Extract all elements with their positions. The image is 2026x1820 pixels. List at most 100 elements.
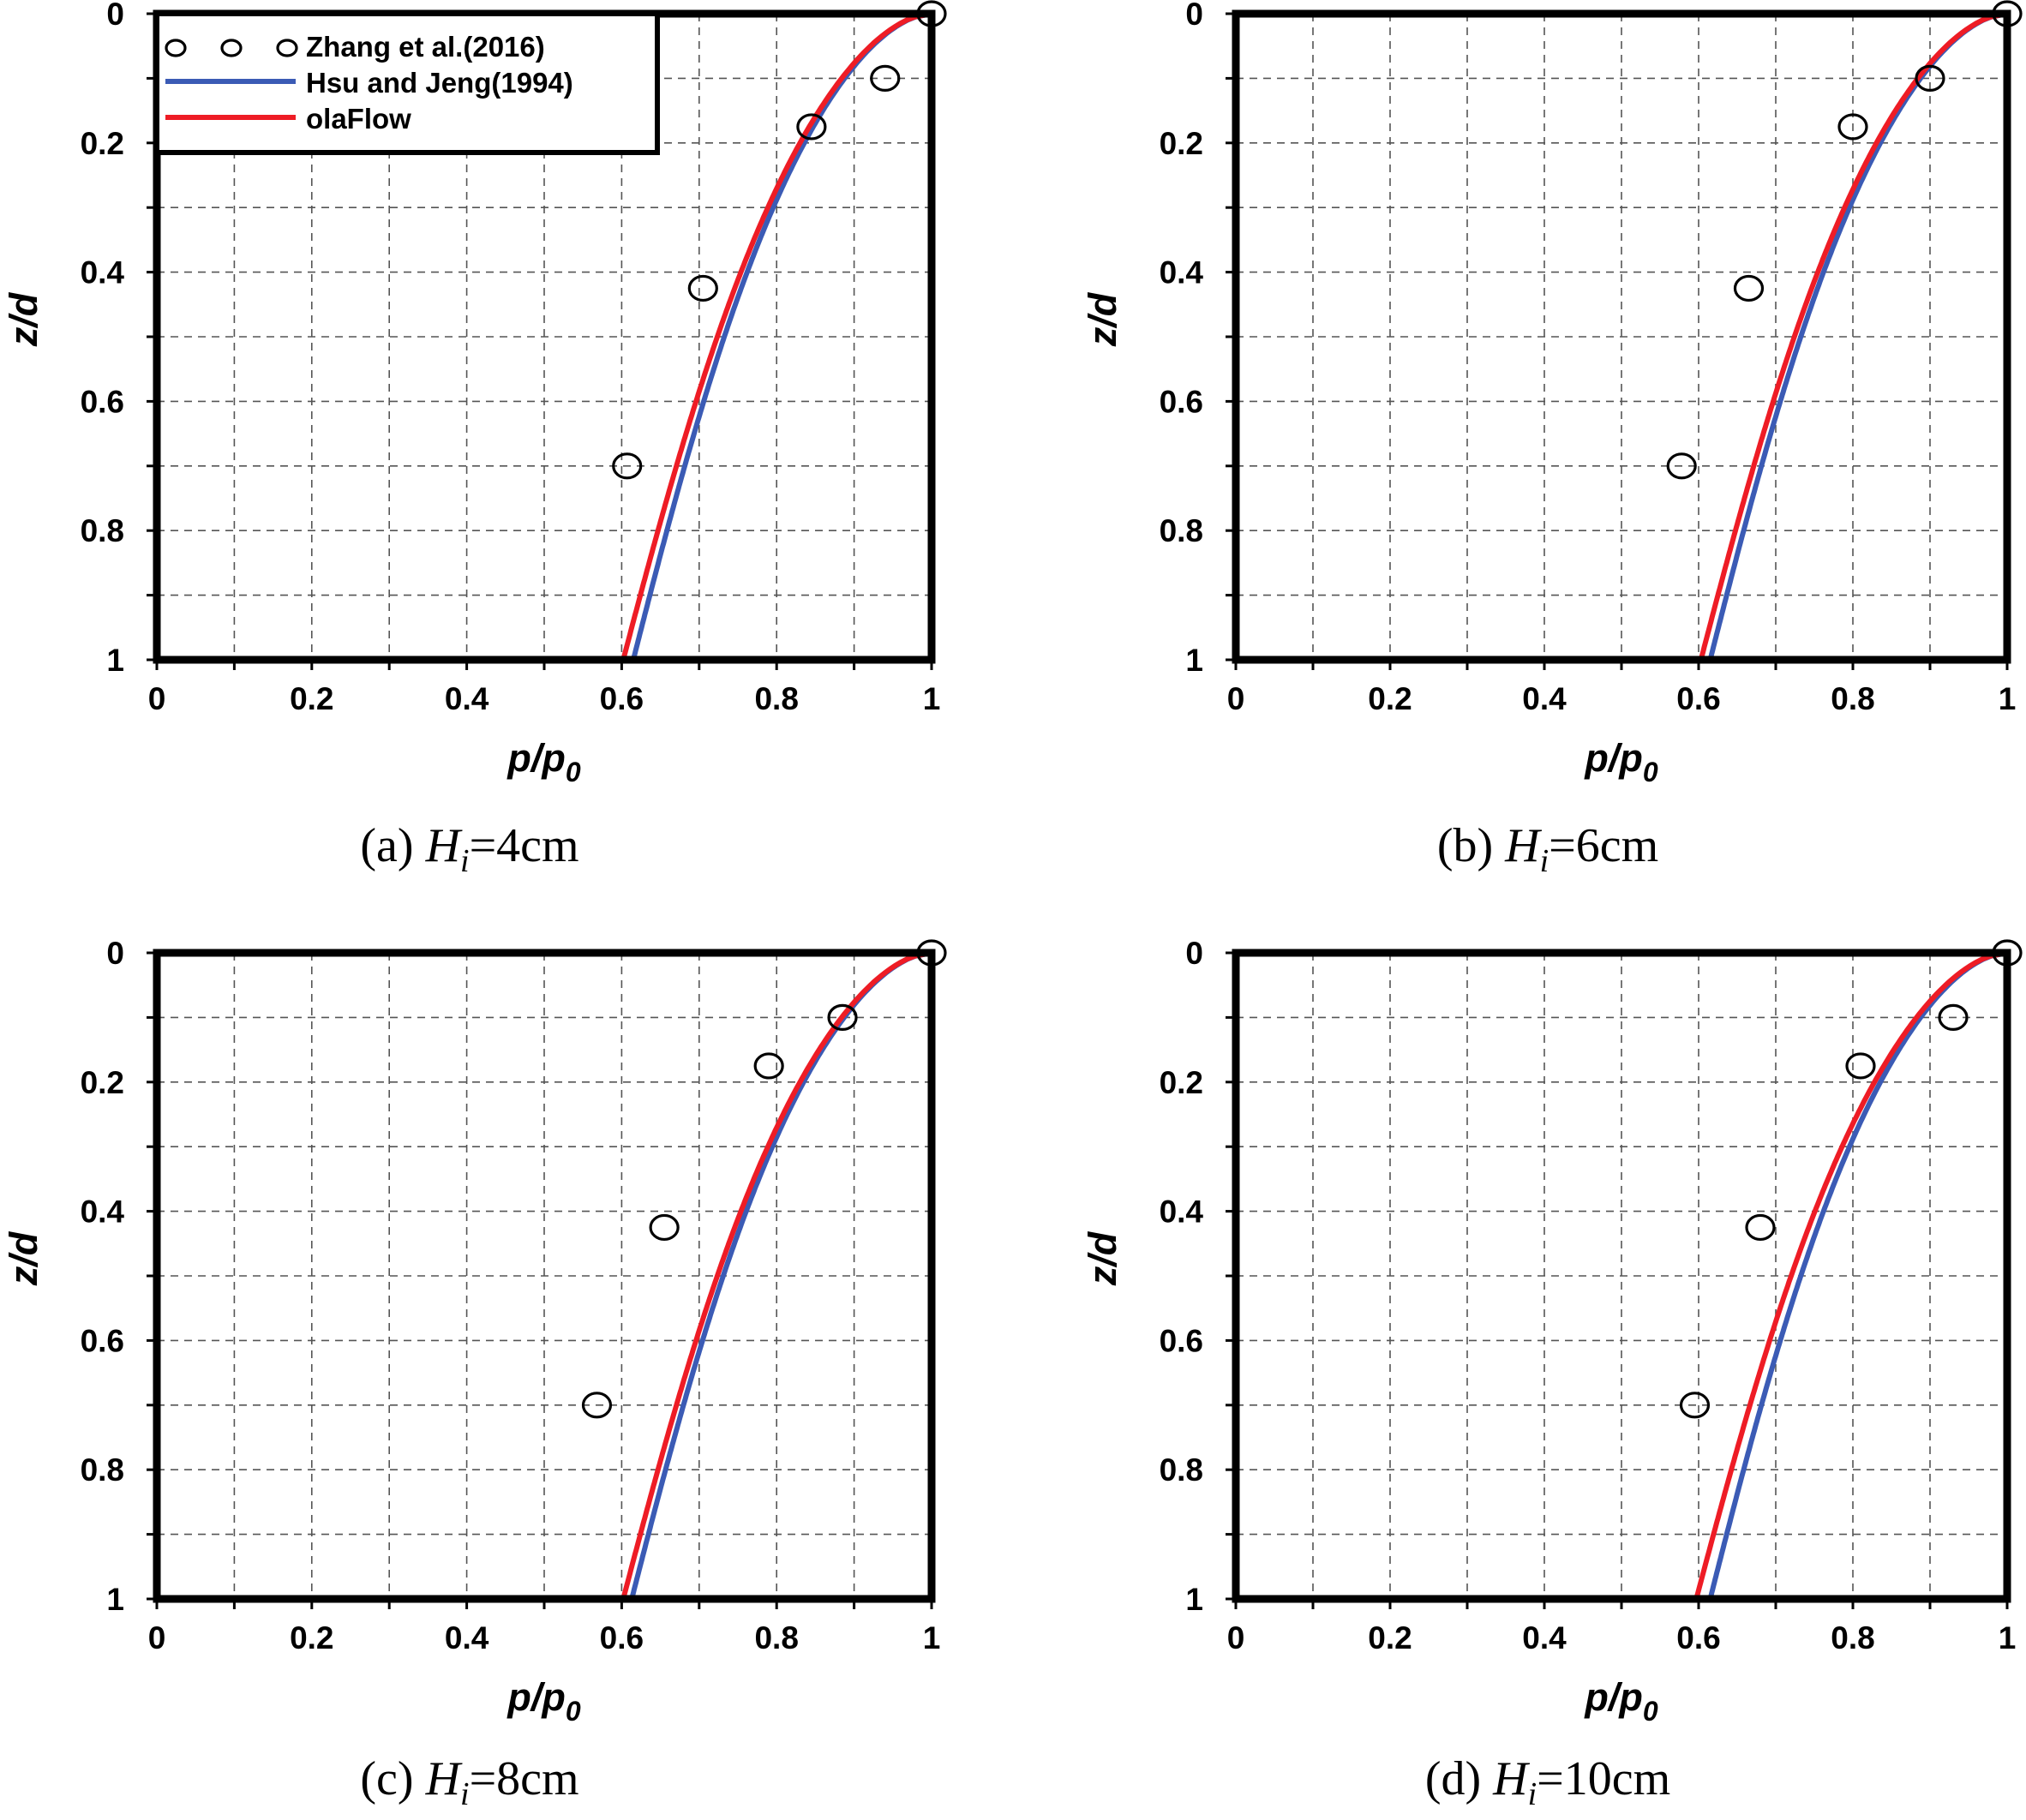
y-tick-label: 1 <box>1185 1582 1203 1617</box>
panel-caption: (d) Hi=10cm <box>1425 1752 1670 1812</box>
legend-label: Hsu and Jeng(1994) <box>306 67 573 99</box>
y-tick-label: 0.8 <box>1160 1452 1203 1488</box>
y-tick-label: 0.8 <box>81 513 124 548</box>
zhang-data-point <box>753 1052 784 1080</box>
hsu-jeng-series-line <box>629 950 932 1600</box>
legend-marker-zhang <box>220 39 243 57</box>
zhang-data-point <box>1938 1003 1969 1032</box>
zhang-data-point <box>581 1392 613 1419</box>
x-axis-title: p/p0 <box>506 736 580 787</box>
x-axis-title-main: p/p <box>506 736 565 780</box>
olaflow-series-line <box>1698 11 2008 661</box>
y-tick-label: 0.6 <box>81 384 124 419</box>
x-tick-label: 1 <box>923 681 941 716</box>
x-tick-label: 0.4 <box>1522 681 1567 716</box>
panel-caption: (a) Hi=4cm <box>360 819 578 879</box>
caption-prefix: (c) <box>360 1752 425 1805</box>
chart-panel-1: 0 0.2 0.4 0.6 0.8 100.20.40.60.81p/p0z/d(b) H… <box>1081 0 2023 879</box>
caption-variable: H <box>425 1752 463 1805</box>
caption-value: =6cm <box>1549 819 1658 872</box>
x-tick-label: 0.2 <box>290 1620 333 1655</box>
x-tick-label: 0.2 <box>1368 681 1412 716</box>
y-axis-title: z/d <box>2 291 45 347</box>
x-axis-title-sub: 0 <box>566 1696 581 1727</box>
x-tick-label: 0.4 <box>445 1620 489 1655</box>
legend-label: olaFlow <box>306 103 411 135</box>
chart-panel-0: 0 0.2 0.4 0.6 0.8 100.20.40.60.81p/p0z/dZhang… <box>2 0 947 879</box>
hsu-jeng-series-line <box>1707 11 2008 661</box>
x-axis-title: p/p0 <box>1584 1675 1657 1727</box>
y-tick-label: 0.8 <box>81 1452 124 1488</box>
caption-variable: H <box>1504 819 1542 872</box>
x-tick-label: 0.6 <box>1676 681 1720 716</box>
y-tick-label: 0.2 <box>1160 1065 1203 1100</box>
caption-value: =8cm <box>470 1752 579 1805</box>
x-axis-title-main: p/p <box>1584 1675 1642 1719</box>
y-tick-label: 1 <box>1185 643 1203 678</box>
caption-value: =10cm <box>1537 1752 1670 1805</box>
zhang-data-point <box>827 1003 858 1032</box>
zhang-data-point <box>796 113 827 141</box>
y-tick-label: 0.4 <box>1160 1194 1204 1230</box>
x-axis-title-main: p/p <box>1584 736 1642 780</box>
y-tick-label: 0.6 <box>1160 1323 1203 1358</box>
x-tick-label: 0.6 <box>600 1620 644 1655</box>
y-tick-label: 0.4 <box>81 1194 125 1230</box>
caption-prefix: (d) <box>1425 1752 1493 1805</box>
caption-value: =4cm <box>470 819 579 872</box>
zhang-data-point <box>649 1213 680 1242</box>
x-tick-label: 0 <box>148 681 166 716</box>
caption-prefix: (a) <box>360 819 425 872</box>
x-axis-title-sub: 0 <box>1643 1696 1658 1727</box>
y-axis-title: z/d <box>2 1230 45 1286</box>
x-tick-label: 0.4 <box>445 681 489 716</box>
panel-caption: (c) Hi=8cm <box>360 1752 578 1812</box>
plot-frame <box>1232 949 2011 1603</box>
y-axis-title: z/d <box>1081 291 1124 347</box>
x-tick-label: 0.8 <box>1831 681 1874 716</box>
caption-subscript: i <box>1528 1776 1537 1812</box>
chart-panel-2: 0 0.2 0.4 0.6 0.8 100.20.40.60.81p/p0z/d(c) H… <box>2 936 947 1812</box>
zhang-data-point <box>612 452 643 480</box>
hsu-jeng-series-line <box>631 11 932 661</box>
x-axis-title: p/p0 <box>506 1675 580 1727</box>
legend-marker-zhang <box>276 39 298 57</box>
zhang-data-point <box>1915 64 1945 93</box>
y-tick-label: 1 <box>106 643 124 678</box>
zhang-data-point <box>1837 113 1868 141</box>
zhang-data-point <box>1679 1392 1711 1419</box>
y-tick-label: 0 <box>106 936 124 971</box>
x-tick-label: 0.6 <box>600 681 644 716</box>
caption-prefix: (b) <box>1437 819 1505 872</box>
y-tick-label: 0 <box>1185 936 1203 971</box>
y-tick-label: 0.4 <box>1160 255 1204 290</box>
zhang-data-point <box>870 64 901 93</box>
x-axis-title: p/p0 <box>1584 736 1657 787</box>
panel-caption: (b) Hi=6cm <box>1437 819 1658 879</box>
chart-panel-3: 0 0.2 0.4 0.6 0.8 100.20.40.60.81p/p0z/d(d) H… <box>1081 936 2023 1812</box>
x-tick-label: 0.2 <box>1368 1620 1412 1655</box>
y-tick-label: 0.2 <box>81 126 124 161</box>
caption-variable: H <box>425 819 463 872</box>
x-tick-label: 0.8 <box>1831 1620 1874 1655</box>
olaflow-series-line <box>620 11 932 661</box>
y-tick-label: 0.4 <box>81 255 125 290</box>
x-tick-label: 1 <box>1999 681 2017 716</box>
y-tick-label: 0.2 <box>1160 126 1203 161</box>
x-tick-label: 0.8 <box>754 681 798 716</box>
x-tick-label: 0 <box>1227 681 1245 716</box>
x-tick-label: 0.8 <box>754 1620 798 1655</box>
legend-label: Zhang et al.(2016) <box>306 31 545 63</box>
caption-subscript: i <box>1540 843 1549 879</box>
x-axis-title-main: p/p <box>506 1675 565 1719</box>
zhang-data-point <box>1745 1213 1776 1242</box>
y-tick-label: 0 <box>106 0 124 32</box>
y-tick-label: 1 <box>106 1582 124 1617</box>
x-tick-label: 0.2 <box>290 681 333 716</box>
hsu-jeng-series-line <box>1707 950 2008 1600</box>
olaflow-series-line <box>1693 950 2008 1600</box>
zhang-data-point <box>1845 1052 1876 1080</box>
x-tick-label: 0 <box>1227 1620 1245 1655</box>
zhang-data-point <box>687 274 718 302</box>
